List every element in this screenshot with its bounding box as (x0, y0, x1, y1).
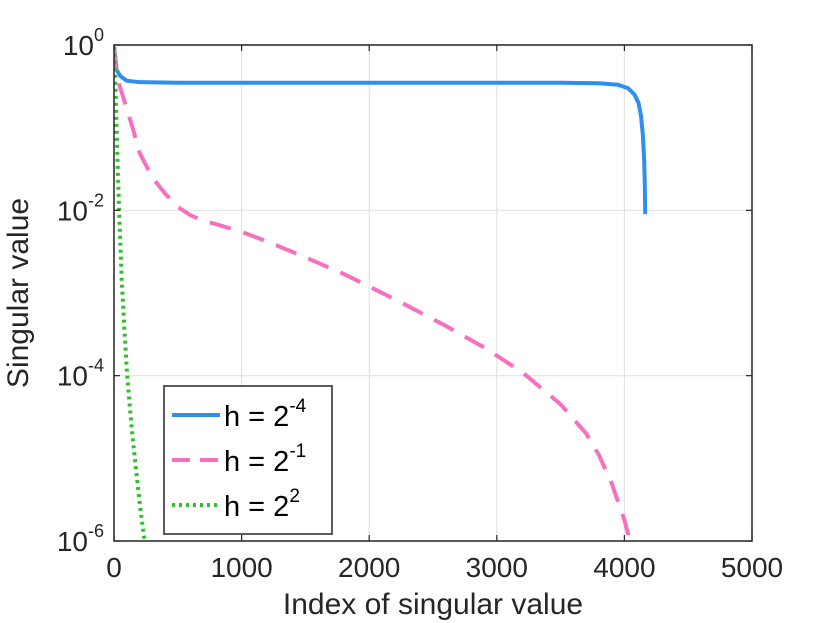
legend-label-2: h = 2-1 (224, 441, 306, 478)
legend: h = 2-4 h = 2-1 h = 22 (163, 385, 333, 535)
x-tick-labels: 0 1000 2000 3000 4000 5000 (106, 552, 783, 583)
legend-label-3: h = 22 (224, 486, 300, 523)
y-tick-labels: 100 10-2 10-4 10-6 (57, 25, 104, 557)
y-tick-label: 100 (63, 25, 104, 61)
series-line-1 (114, 46, 648, 215)
x-axis-label: Index of singular value (283, 588, 583, 621)
x-tick-label: 4000 (593, 552, 655, 583)
axis-ticks (113, 44, 753, 542)
x-tick-label: 2000 (338, 552, 400, 583)
plot-frame (113, 44, 753, 542)
y-axis-label: Singular value (2, 198, 35, 388)
y-tick-label: 10-6 (57, 521, 104, 557)
x-tick-label: 0 (106, 552, 122, 583)
series-line-3 (114, 46, 147, 541)
legend-label-1: h = 2-4 (224, 396, 307, 433)
x-tick-label: 5000 (721, 552, 783, 583)
x-tick-label: 1000 (210, 552, 272, 583)
series-line-2 (114, 48, 632, 541)
legend-box (163, 385, 333, 535)
y-tick-label: 10-2 (57, 190, 104, 226)
x-tick-label: 3000 (466, 552, 528, 583)
series-group (114, 46, 648, 541)
y-tick-label: 10-4 (57, 356, 104, 392)
